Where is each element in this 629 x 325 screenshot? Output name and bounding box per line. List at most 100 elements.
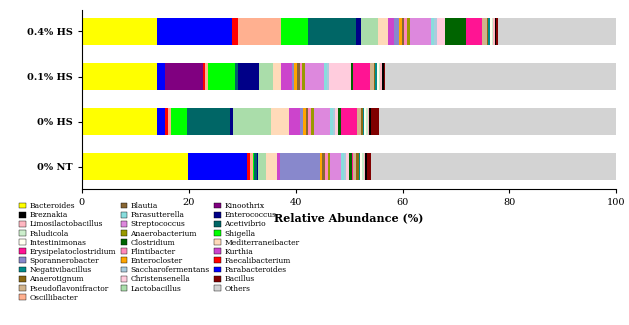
Bar: [168, 108, 171, 135]
Bar: [362, 153, 364, 180]
Bar: [270, 108, 289, 135]
Bar: [325, 153, 328, 180]
Bar: [379, 63, 381, 90]
Bar: [371, 153, 616, 180]
Bar: [374, 63, 376, 90]
Bar: [376, 63, 377, 90]
Bar: [303, 63, 305, 90]
Bar: [407, 18, 410, 45]
Bar: [328, 153, 330, 180]
Bar: [254, 153, 257, 180]
Bar: [281, 18, 308, 45]
Bar: [437, 18, 445, 45]
Bar: [297, 63, 299, 90]
Bar: [247, 153, 250, 180]
Bar: [238, 63, 259, 90]
Bar: [299, 63, 303, 90]
Bar: [353, 63, 369, 90]
Bar: [82, 153, 189, 180]
Bar: [357, 108, 361, 135]
Bar: [338, 108, 341, 135]
Bar: [326, 63, 329, 90]
Bar: [351, 63, 353, 90]
Bar: [252, 153, 254, 180]
Bar: [482, 18, 487, 45]
Bar: [359, 153, 360, 180]
Bar: [189, 153, 247, 180]
Legend: Bacteroides, Breznakia, Limosilactobacillus, Paludicola, Intestinimonas, Erysipe: Bacteroides, Breznakia, Limosilactobacil…: [16, 199, 303, 305]
Bar: [445, 18, 466, 45]
Bar: [165, 108, 168, 135]
Bar: [306, 108, 308, 135]
Bar: [82, 108, 157, 135]
Bar: [273, 63, 281, 90]
Bar: [294, 63, 297, 90]
Bar: [82, 18, 157, 45]
Bar: [259, 153, 267, 180]
Bar: [379, 108, 616, 135]
Bar: [369, 108, 371, 135]
Bar: [399, 18, 402, 45]
Bar: [341, 153, 344, 180]
Bar: [402, 18, 404, 45]
Bar: [410, 18, 431, 45]
Bar: [250, 153, 252, 180]
Bar: [233, 108, 270, 135]
Bar: [466, 18, 482, 45]
Bar: [82, 63, 157, 90]
Bar: [171, 108, 187, 135]
Bar: [314, 108, 330, 135]
Bar: [384, 63, 385, 90]
Bar: [335, 108, 338, 135]
Bar: [363, 108, 364, 135]
Bar: [490, 18, 492, 45]
Bar: [323, 153, 325, 180]
Bar: [329, 63, 351, 90]
Bar: [303, 108, 306, 135]
Bar: [361, 108, 363, 135]
Bar: [382, 63, 384, 90]
Bar: [364, 108, 366, 135]
Bar: [493, 18, 495, 45]
Bar: [165, 63, 203, 90]
Bar: [488, 18, 490, 45]
Bar: [385, 63, 616, 90]
Bar: [487, 18, 488, 45]
Bar: [235, 63, 238, 90]
Bar: [369, 63, 374, 90]
Bar: [203, 63, 206, 90]
Bar: [305, 63, 324, 90]
Bar: [300, 108, 303, 135]
Bar: [347, 153, 349, 180]
Bar: [404, 18, 407, 45]
Bar: [187, 108, 230, 135]
Bar: [352, 153, 353, 180]
Bar: [367, 153, 371, 180]
Bar: [257, 153, 259, 180]
Bar: [353, 153, 356, 180]
Bar: [157, 18, 232, 45]
Bar: [368, 108, 369, 135]
X-axis label: Relative Abundance (%): Relative Abundance (%): [274, 212, 424, 223]
Bar: [292, 63, 294, 90]
Bar: [498, 18, 616, 45]
Bar: [431, 18, 434, 45]
Bar: [232, 18, 238, 45]
Bar: [206, 63, 208, 90]
Bar: [496, 18, 498, 45]
Bar: [330, 153, 341, 180]
Bar: [259, 63, 273, 90]
Bar: [280, 153, 320, 180]
Bar: [388, 18, 394, 45]
Bar: [333, 108, 335, 135]
Bar: [320, 153, 323, 180]
Bar: [344, 153, 347, 180]
Bar: [366, 108, 368, 135]
Bar: [324, 63, 326, 90]
Bar: [157, 63, 165, 90]
Bar: [308, 18, 356, 45]
Bar: [377, 63, 379, 90]
Bar: [230, 108, 233, 135]
Bar: [492, 18, 493, 45]
Bar: [362, 18, 377, 45]
